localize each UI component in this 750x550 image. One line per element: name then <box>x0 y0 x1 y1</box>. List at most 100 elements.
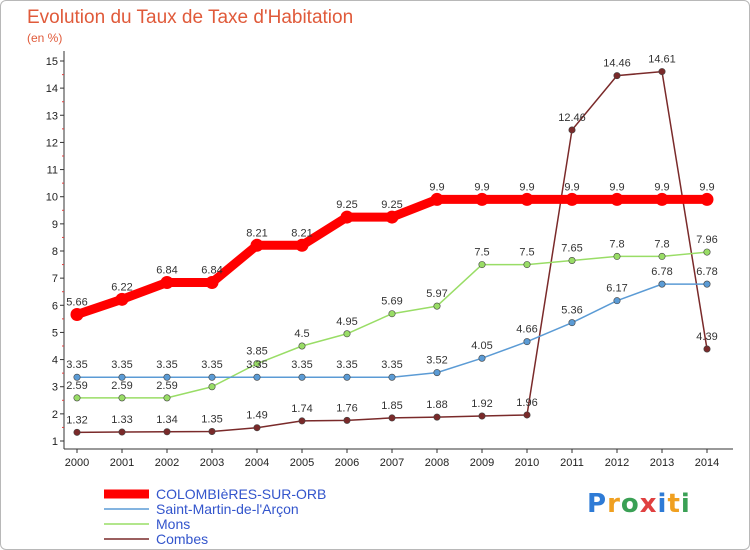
data-label: 6.78 <box>651 266 672 278</box>
x-tick-label: 2013 <box>650 457 674 469</box>
data-point <box>568 126 576 134</box>
data-point <box>388 310 396 318</box>
y-tick-label: 8 <box>52 246 58 258</box>
y-tick-label: 14 <box>46 83 58 95</box>
data-label: 1.34 <box>156 414 177 426</box>
data-point <box>610 192 624 206</box>
data-point <box>433 302 441 310</box>
data-label: 1.32 <box>66 414 87 426</box>
y-tick-label: 7 <box>52 273 58 285</box>
y-tick-label: 2 <box>52 409 58 421</box>
data-point <box>613 252 621 260</box>
data-point <box>298 417 306 425</box>
y-tick-label: 10 <box>46 192 58 204</box>
x-tick-label: 2010 <box>515 457 539 469</box>
data-point <box>388 414 396 422</box>
data-point <box>253 373 261 381</box>
data-point <box>613 297 621 305</box>
data-point <box>298 373 306 381</box>
chart-title: Evolution du Taux de Taxe d'Habitation <box>27 7 354 28</box>
data-point <box>118 373 126 381</box>
data-label: 8.21 <box>291 227 312 239</box>
data-point <box>430 192 444 206</box>
x-tick-label: 2009 <box>470 457 494 469</box>
data-point <box>655 192 669 206</box>
x-tick-label: 2011 <box>560 457 584 469</box>
data-point <box>118 428 126 436</box>
data-label: 5.69 <box>381 296 402 308</box>
x-tick-label: 2012 <box>605 457 629 469</box>
data-label: 1.74 <box>291 403 312 415</box>
x-tick-label: 2000 <box>65 457 89 469</box>
data-label: 5.36 <box>561 305 582 317</box>
data-label: 7.65 <box>561 243 582 255</box>
data-label: 3.35 <box>336 359 357 371</box>
y-tick-label: 4 <box>52 355 58 367</box>
data-point <box>700 192 714 206</box>
logo-letter: o <box>620 489 640 519</box>
y-tick-label: 13 <box>46 110 58 122</box>
data-point <box>478 412 486 420</box>
data-point <box>163 394 171 402</box>
data-point <box>208 427 216 435</box>
data-label: 1.76 <box>336 402 357 414</box>
data-label: 3.85 <box>246 346 267 358</box>
data-point <box>565 192 579 206</box>
data-point <box>163 428 171 436</box>
data-label: 14.46 <box>603 58 631 70</box>
x-tick-label: 2003 <box>200 457 224 469</box>
data-label: 1.85 <box>381 400 402 412</box>
y-tick-label: 12 <box>46 137 58 149</box>
data-point <box>343 330 351 338</box>
data-point <box>295 238 309 252</box>
data-point <box>160 275 174 289</box>
y-tick-label: 6 <box>52 300 58 312</box>
data-label: 9.25 <box>381 199 402 211</box>
data-label: 3.35 <box>156 359 177 371</box>
data-label: 4.05 <box>471 340 492 352</box>
data-point <box>340 210 354 224</box>
y-tick-label: 1 <box>52 436 58 448</box>
data-label: 7.96 <box>696 234 717 246</box>
data-label: 7.5 <box>474 247 489 259</box>
data-label: 3.35 <box>66 359 87 371</box>
data-point <box>523 411 531 419</box>
legend-entry: Saint-Martin-de-l'Arçon <box>156 501 299 517</box>
data-label: 1.35 <box>201 414 222 426</box>
data-point <box>703 248 711 256</box>
data-label: 8.21 <box>246 227 267 239</box>
data-label: 5.66 <box>66 297 87 309</box>
data-label: 14.61 <box>648 54 676 66</box>
data-label: 7.8 <box>609 238 624 250</box>
x-tick-label: 2001 <box>110 457 134 469</box>
data-point <box>478 261 486 269</box>
unit-label: (en %) <box>27 31 63 45</box>
data-point <box>475 192 489 206</box>
data-label: 9.9 <box>609 181 624 193</box>
data-point <box>568 256 576 264</box>
data-label: 9.9 <box>429 181 444 193</box>
y-tick-label: 3 <box>52 382 58 394</box>
data-point <box>433 369 441 377</box>
data-label: 2.59 <box>66 380 87 392</box>
data-label: 1.92 <box>471 398 492 410</box>
data-label: 9.9 <box>564 181 579 193</box>
data-label: 6.84 <box>156 264 177 276</box>
data-point <box>70 308 84 322</box>
data-label: 7.8 <box>654 238 669 250</box>
data-label: 9.9 <box>699 181 714 193</box>
data-label: 6.17 <box>606 283 627 295</box>
y-tick-label: 15 <box>46 56 58 68</box>
data-label: 9.25 <box>336 199 357 211</box>
data-point <box>658 280 666 288</box>
logo-letter: t <box>667 489 681 519</box>
data-point <box>523 338 531 346</box>
data-label: 12.46 <box>558 112 586 124</box>
legend-entry: Combes <box>156 531 208 547</box>
data-label: 6.84 <box>201 264 222 276</box>
data-label: 7.5 <box>519 247 534 259</box>
data-label: 3.35 <box>201 359 222 371</box>
data-point <box>478 354 486 362</box>
